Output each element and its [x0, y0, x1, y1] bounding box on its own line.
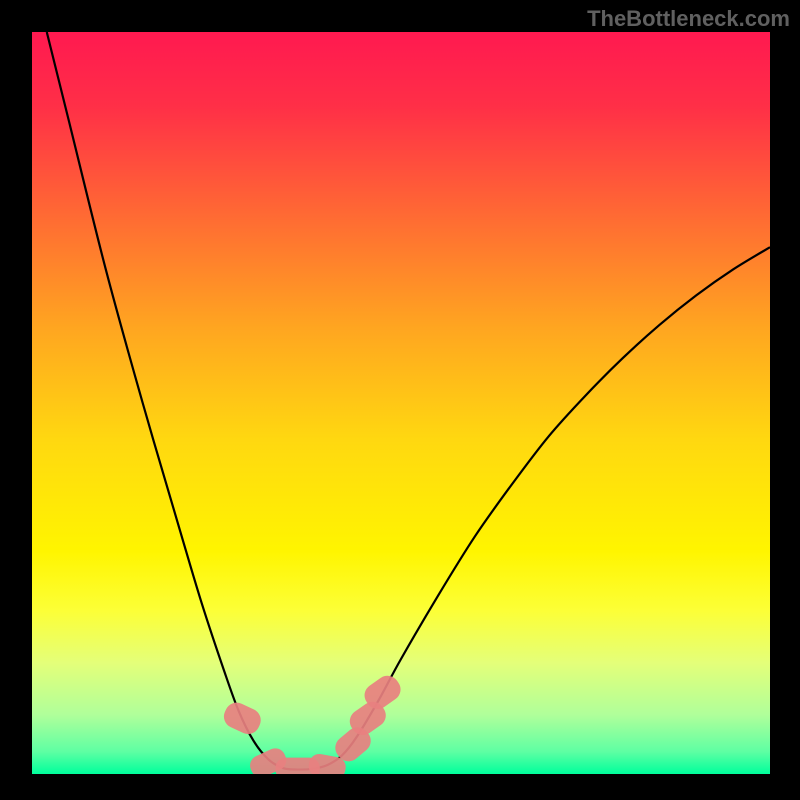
chart-svg [32, 32, 770, 774]
chart-container: TheBottleneck.com [0, 0, 800, 800]
watermark-text: TheBottleneck.com [587, 6, 790, 32]
plot-area [32, 32, 770, 774]
